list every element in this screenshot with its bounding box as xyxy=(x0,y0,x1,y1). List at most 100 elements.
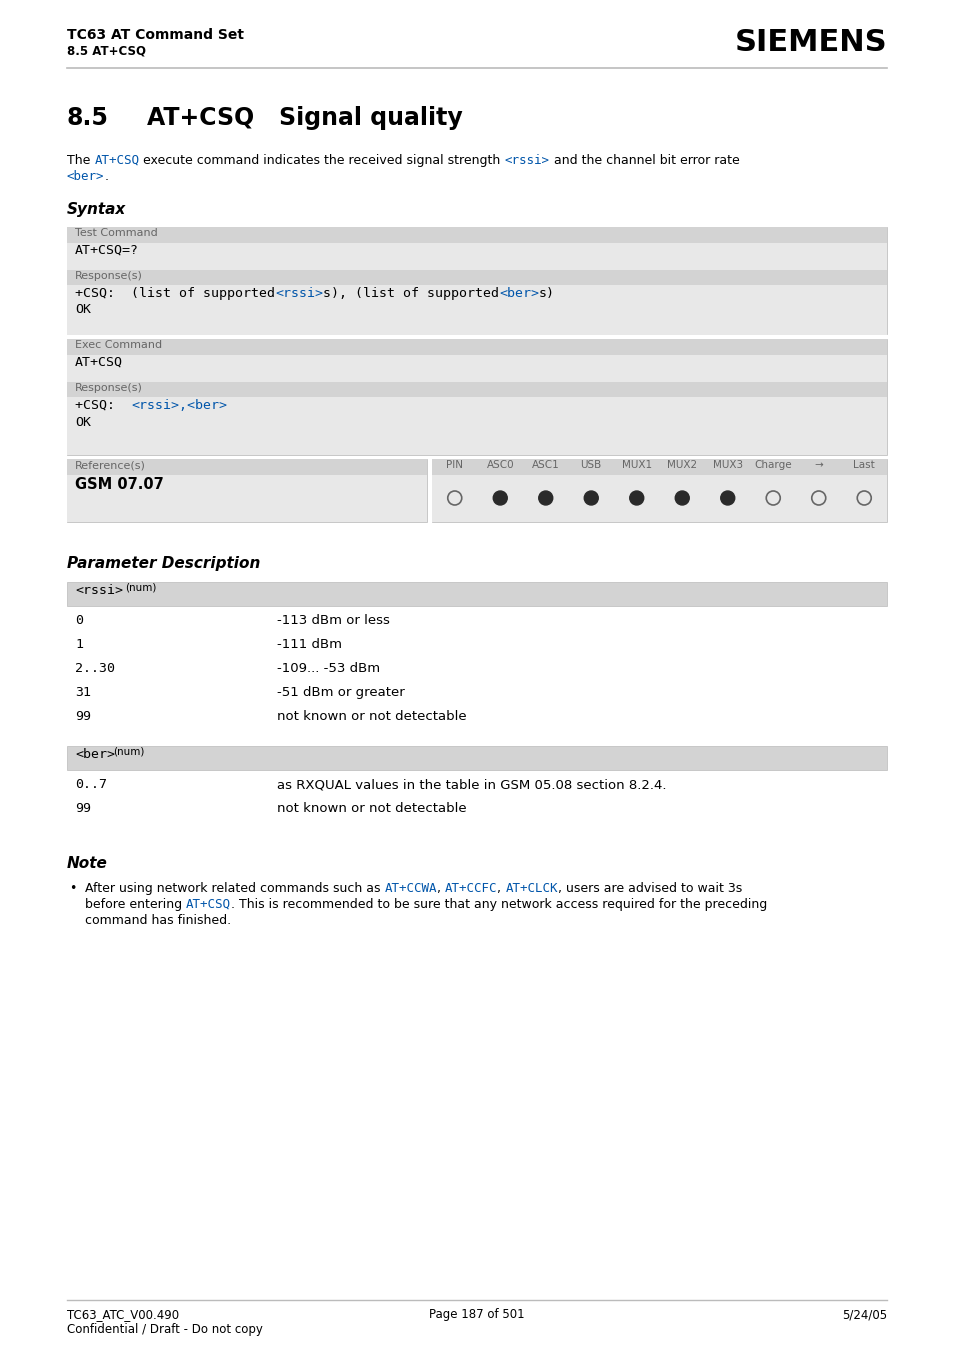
Text: AT+CCFC: AT+CCFC xyxy=(444,882,497,894)
Text: 0: 0 xyxy=(75,613,83,627)
Text: Charge: Charge xyxy=(754,459,791,470)
Circle shape xyxy=(493,490,507,505)
FancyBboxPatch shape xyxy=(67,285,886,335)
Text: TC63_ATC_V00.490: TC63_ATC_V00.490 xyxy=(67,1308,179,1321)
FancyBboxPatch shape xyxy=(67,270,886,285)
Text: ,: , xyxy=(436,882,444,894)
Text: Reference(s): Reference(s) xyxy=(75,459,146,470)
Text: 99: 99 xyxy=(75,711,91,723)
Text: execute command indicates the received signal strength: execute command indicates the received s… xyxy=(139,154,504,168)
Text: Last: Last xyxy=(853,459,874,470)
Text: AT+CSQ: AT+CSQ xyxy=(186,898,231,911)
FancyBboxPatch shape xyxy=(67,339,886,455)
Text: Response(s): Response(s) xyxy=(75,382,143,393)
Text: -113 dBm or less: -113 dBm or less xyxy=(276,613,390,627)
Text: -51 dBm or greater: -51 dBm or greater xyxy=(276,686,404,698)
FancyBboxPatch shape xyxy=(67,339,886,355)
Text: 99: 99 xyxy=(75,802,91,815)
Text: , users are advised to wait 3s: , users are advised to wait 3s xyxy=(558,882,741,894)
Text: (num): (num) xyxy=(112,746,144,757)
Text: and the channel bit error rate: and the channel bit error rate xyxy=(549,154,739,168)
Text: MUX2: MUX2 xyxy=(666,459,697,470)
Text: The: The xyxy=(67,154,94,168)
Text: Parameter Description: Parameter Description xyxy=(67,557,260,571)
Text: →: → xyxy=(814,459,822,470)
Text: Response(s): Response(s) xyxy=(75,272,143,281)
Text: •: • xyxy=(69,882,76,894)
Text: SIEMENS: SIEMENS xyxy=(734,28,886,57)
Circle shape xyxy=(629,490,643,505)
Text: After using network related commands such as: After using network related commands suc… xyxy=(85,882,384,894)
Text: -109... -53 dBm: -109... -53 dBm xyxy=(276,662,379,676)
Text: Test Command: Test Command xyxy=(75,228,157,238)
Circle shape xyxy=(675,490,688,505)
Text: OK: OK xyxy=(75,303,91,316)
Text: <rssi>: <rssi> xyxy=(274,286,323,300)
Text: AT+CSQ=?: AT+CSQ=? xyxy=(75,245,139,257)
Text: AT+CLCK: AT+CLCK xyxy=(505,882,558,894)
Text: ,: , xyxy=(497,882,505,894)
FancyBboxPatch shape xyxy=(67,582,886,607)
FancyBboxPatch shape xyxy=(432,459,886,521)
Text: <rssi>: <rssi> xyxy=(75,584,123,597)
Text: +CSQ:: +CSQ: xyxy=(75,399,131,412)
Text: USB: USB xyxy=(580,459,601,470)
Text: <ber>: <ber> xyxy=(67,170,105,182)
Text: 31: 31 xyxy=(75,686,91,698)
Text: Syntax: Syntax xyxy=(67,203,126,218)
Text: GSM 07.07: GSM 07.07 xyxy=(75,477,164,492)
Text: Note: Note xyxy=(67,857,108,871)
Text: AT+CSQ: AT+CSQ xyxy=(94,154,139,168)
Text: 0..7: 0..7 xyxy=(75,778,107,790)
FancyBboxPatch shape xyxy=(432,459,886,476)
Text: Page 187 of 501: Page 187 of 501 xyxy=(429,1308,524,1321)
FancyBboxPatch shape xyxy=(67,227,886,243)
Text: 8.5 AT+CSQ: 8.5 AT+CSQ xyxy=(67,45,146,57)
Circle shape xyxy=(583,490,598,505)
Text: command has finished.: command has finished. xyxy=(85,915,231,927)
Text: Confidential / Draft - Do not copy: Confidential / Draft - Do not copy xyxy=(67,1323,263,1336)
Text: AT+CSQ   Signal quality: AT+CSQ Signal quality xyxy=(147,105,462,130)
Text: PIN: PIN xyxy=(446,459,463,470)
FancyBboxPatch shape xyxy=(67,397,886,455)
FancyBboxPatch shape xyxy=(432,476,886,521)
Text: s): s) xyxy=(538,286,555,300)
Text: <rssi>,<ber>: <rssi>,<ber> xyxy=(131,399,227,412)
Circle shape xyxy=(538,490,552,505)
FancyBboxPatch shape xyxy=(67,459,427,476)
FancyBboxPatch shape xyxy=(67,746,886,770)
Text: 8.5: 8.5 xyxy=(67,105,109,130)
Text: +CSQ:  (list of supported: +CSQ: (list of supported xyxy=(75,286,274,300)
Text: <ber>: <ber> xyxy=(498,286,538,300)
Text: not known or not detectable: not known or not detectable xyxy=(276,802,466,815)
Circle shape xyxy=(720,490,734,505)
Text: not known or not detectable: not known or not detectable xyxy=(276,711,466,723)
FancyBboxPatch shape xyxy=(67,476,427,521)
Text: <rssi>: <rssi> xyxy=(504,154,549,168)
Text: before entering: before entering xyxy=(85,898,186,911)
Text: TC63 AT Command Set: TC63 AT Command Set xyxy=(67,28,244,42)
Text: OK: OK xyxy=(75,416,91,430)
Text: AT+CSQ: AT+CSQ xyxy=(75,357,123,369)
Text: MUX3: MUX3 xyxy=(712,459,742,470)
Text: as RXQUAL values in the table in GSM 05.08 section 8.2.4.: as RXQUAL values in the table in GSM 05.… xyxy=(276,778,666,790)
FancyBboxPatch shape xyxy=(67,382,886,397)
Text: ASC1: ASC1 xyxy=(532,459,559,470)
Text: .: . xyxy=(105,170,109,182)
Text: AT+CCWA: AT+CCWA xyxy=(384,882,436,894)
Text: . This is recommended to be sure that any network access required for the preced: . This is recommended to be sure that an… xyxy=(231,898,766,911)
Text: MUX1: MUX1 xyxy=(621,459,651,470)
Text: -111 dBm: -111 dBm xyxy=(276,638,341,651)
Text: Exec Command: Exec Command xyxy=(75,340,162,350)
FancyBboxPatch shape xyxy=(67,243,886,270)
Text: <ber>: <ber> xyxy=(75,748,115,761)
FancyBboxPatch shape xyxy=(67,355,886,382)
Text: ASC0: ASC0 xyxy=(486,459,514,470)
Text: s), (list of supported: s), (list of supported xyxy=(323,286,498,300)
Text: 1: 1 xyxy=(75,638,83,651)
Text: 2..30: 2..30 xyxy=(75,662,115,676)
FancyBboxPatch shape xyxy=(67,227,886,334)
Text: 5/24/05: 5/24/05 xyxy=(841,1308,886,1321)
FancyBboxPatch shape xyxy=(67,459,427,521)
Text: (num): (num) xyxy=(125,582,156,592)
